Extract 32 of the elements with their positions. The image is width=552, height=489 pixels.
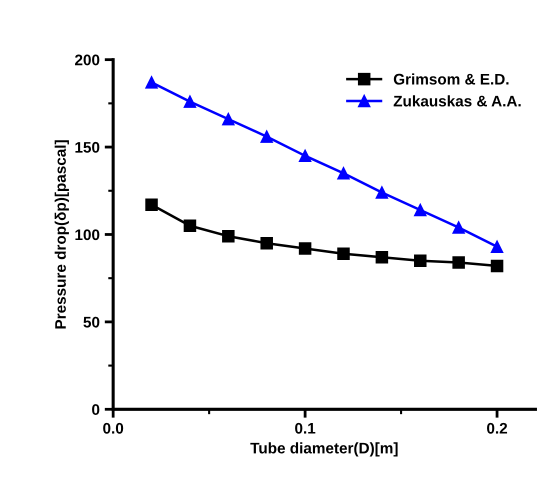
point [490,240,504,253]
point [260,130,273,143]
legend-label: Grimsom & E.D. [394,73,508,85]
point [184,95,196,108]
point [337,167,350,180]
point [184,219,196,232]
point [298,150,312,162]
x-tick-label: 0.1 [295,422,316,434]
point [376,250,388,264]
point [222,230,235,242]
point [452,256,465,269]
point [490,260,504,272]
point [376,186,388,199]
x-tick-label: 0.2 [487,422,508,434]
point [452,221,465,234]
y-tick-label: 50 [83,316,100,328]
y-tick-label: 100 [75,229,100,240]
x-axis-title: Tube diameter(D)[m] [250,442,398,457]
y-tick-label: 0 [92,404,100,415]
point [414,204,427,216]
point [145,198,158,212]
point [337,247,350,260]
point [414,254,427,267]
point [145,76,158,89]
y-tick-label: 150 [75,142,100,153]
point [298,242,312,255]
x-tick-label: 0.0 [103,422,124,434]
legend-label: Zukauskas & A.A. [394,95,521,107]
point [260,236,273,250]
point [222,112,235,126]
y-tick-label: 200 [75,54,100,66]
y-axis-title: Pressure drop(δp)[pascal] [54,140,69,328]
